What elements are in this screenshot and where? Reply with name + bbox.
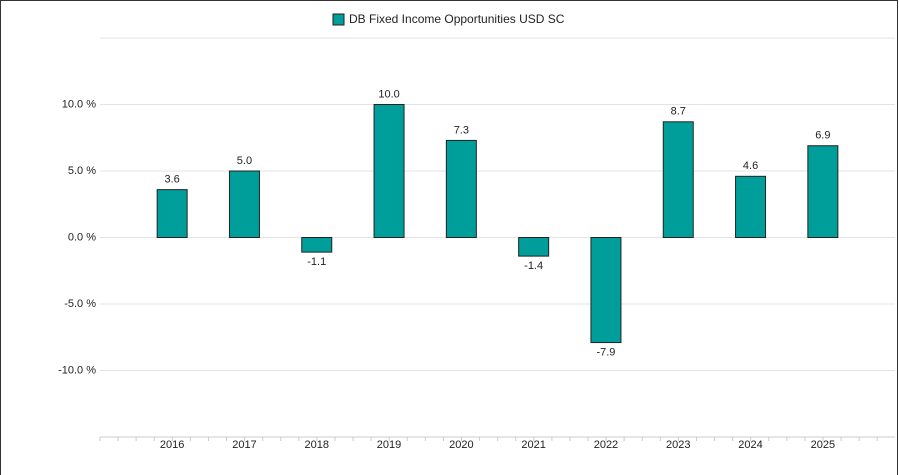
x-tick-label: 2020 <box>449 439 473 451</box>
x-tick-label: 2018 <box>305 439 329 451</box>
y-tick-label: 10.0 % <box>62 98 96 110</box>
x-tick-label: 2016 <box>160 439 184 451</box>
data-label: 7.3 <box>454 124 469 136</box>
bar <box>662 121 694 238</box>
x-tick-label: 2022 <box>594 439 618 451</box>
data-label: 8.7 <box>671 106 686 118</box>
data-label: 3.6 <box>165 174 180 186</box>
y-tick-label: 0.0 % <box>68 231 96 243</box>
bar <box>518 237 550 257</box>
x-tick-label: 2019 <box>377 439 401 451</box>
x-tick-label: 2025 <box>811 439 835 451</box>
x-tick-label: 2023 <box>666 439 690 451</box>
x-tick-label: 2017 <box>232 439 256 451</box>
bar <box>301 237 333 253</box>
bar <box>807 145 839 238</box>
y-tick-label: -5.0 % <box>64 298 96 310</box>
bar <box>590 237 622 344</box>
y-tick-label: 5.0 % <box>68 165 96 177</box>
bar <box>156 189 188 238</box>
data-label: 10.0 <box>378 88 399 100</box>
data-label: 6.9 <box>815 130 830 142</box>
legend-label: DB Fixed Income Opportunities USD SC <box>349 12 565 26</box>
legend-swatch <box>332 13 345 26</box>
x-tick-label: 2024 <box>738 439 762 451</box>
y-tick-label: -10.0 % <box>58 364 96 376</box>
bar <box>228 170 260 238</box>
data-label: 5.0 <box>237 155 252 167</box>
x-tick-label: 2021 <box>521 439 545 451</box>
data-label: 4.6 <box>743 160 758 172</box>
bar <box>445 139 477 238</box>
data-label: -1.4 <box>524 260 543 272</box>
data-label: -7.9 <box>596 346 615 358</box>
bar <box>373 104 405 238</box>
data-label: -1.1 <box>307 256 326 268</box>
bar <box>735 175 767 239</box>
